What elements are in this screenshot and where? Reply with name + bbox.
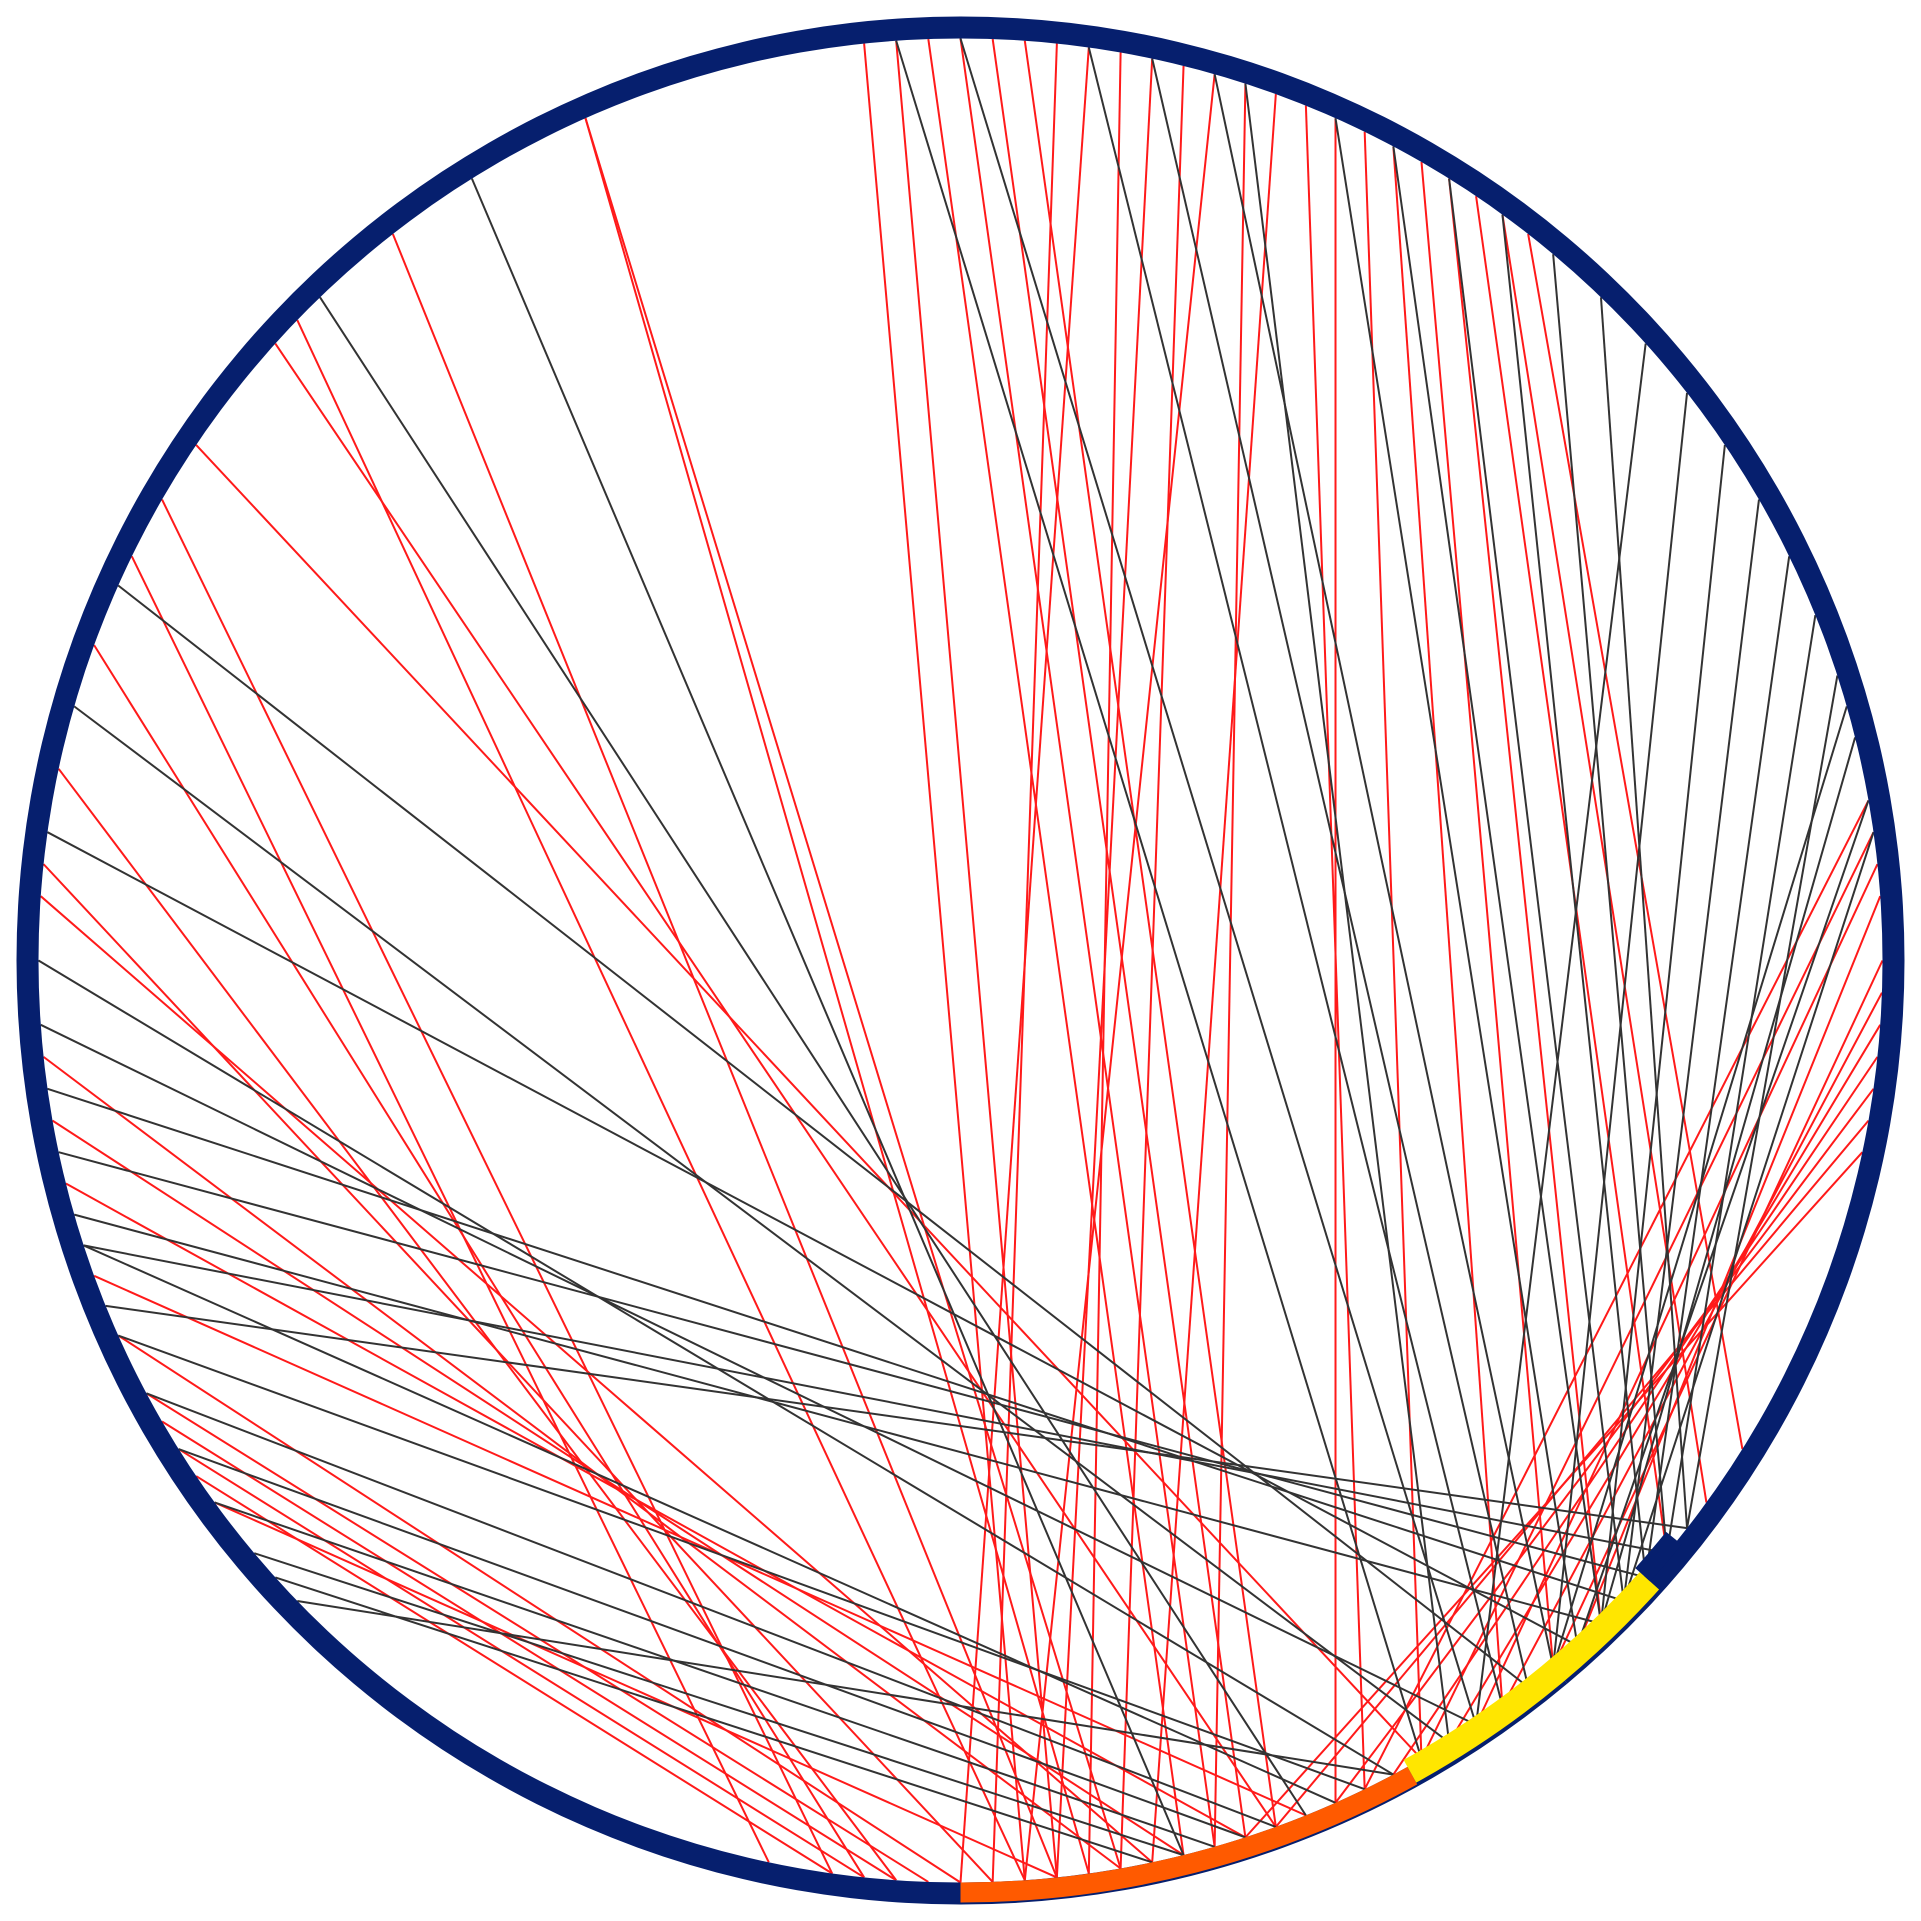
chord-dark — [146, 1392, 1277, 1828]
chord-dark — [1151, 58, 1530, 1688]
chord-red — [1023, 74, 1216, 1881]
chord-dark — [297, 1599, 1394, 1776]
chord-dark — [47, 1087, 1625, 1602]
chord-red — [42, 1056, 1122, 1870]
chord-dark — [1448, 178, 1625, 1602]
chord-dark — [1475, 343, 1647, 1725]
chord-red — [1527, 233, 1744, 1450]
chord-red — [274, 343, 1277, 1828]
chord-dark — [1665, 614, 1817, 1554]
chord-dark — [83, 1244, 1667, 1555]
chord-red — [991, 38, 1247, 1838]
ring-group — [16, 16, 1905, 1905]
chord-red — [161, 499, 834, 1874]
ring-segment-yellow — [1403, 1572, 1660, 1783]
chord-dark — [1576, 800, 1870, 1647]
chord-red — [93, 644, 865, 1878]
chord-red — [1392, 146, 1504, 1707]
chord-red — [863, 43, 1026, 1881]
chord-red — [1055, 58, 1154, 1878]
ring-segment-orange — [960, 1766, 1418, 1903]
chord-red — [1420, 161, 1555, 1667]
chord-red — [1448, 178, 1602, 1624]
chord-dark — [1244, 83, 1451, 1743]
chord-red — [195, 444, 1423, 1760]
chord-red — [296, 319, 1026, 1881]
chord-dark — [178, 1448, 1246, 1839]
chord-dark — [47, 831, 1578, 1647]
chord-dark — [83, 1244, 1336, 1804]
chord-red — [117, 1334, 962, 1884]
chord-dark — [1213, 74, 1555, 1668]
chord-red — [51, 1119, 1185, 1856]
chord-dark — [1622, 831, 1875, 1602]
chord-red — [1501, 992, 1883, 1707]
chord-red — [1392, 1056, 1879, 1776]
chord-red — [1363, 131, 1423, 1760]
chord-dark — [1392, 146, 1602, 1624]
chord-red — [214, 1501, 1058, 1879]
chord-red — [1475, 863, 1879, 1726]
chord-red — [57, 768, 897, 1881]
chord-red — [959, 38, 1216, 1847]
chord-dark — [1686, 675, 1839, 1529]
chord-dark — [105, 1304, 1688, 1530]
chord-red — [959, 47, 1090, 1883]
chord-dark — [1622, 499, 1760, 1602]
chord-red — [1213, 83, 1247, 1847]
chord-dark — [1600, 737, 1857, 1625]
chord-dark — [959, 38, 1478, 1726]
chord-dark — [214, 1501, 1215, 1848]
chord-dark — [1552, 706, 1848, 1668]
chord-dark — [1087, 47, 1504, 1707]
chord-red — [1501, 214, 1708, 1503]
chord-red — [1119, 65, 1185, 1869]
chord-red — [1151, 94, 1277, 1863]
chord-dark — [253, 1552, 1184, 1857]
chord-red — [65, 1182, 1246, 1839]
chord-red — [161, 1420, 897, 1882]
chord-dark — [117, 1334, 1366, 1791]
ring-segment-notch — [1635, 1531, 1682, 1582]
chord-group — [37, 38, 1884, 1884]
chord-dark — [117, 584, 1529, 1688]
chord-red — [40, 895, 1153, 1864]
chord-red — [1420, 831, 1875, 1760]
chord-dark — [1599, 444, 1726, 1624]
chord-red — [178, 1448, 865, 1879]
chord-dark — [1644, 556, 1791, 1578]
chord-dark — [1552, 392, 1689, 1667]
chord-red — [895, 40, 1058, 1878]
chord-dark — [1552, 254, 1668, 1554]
chord-dark — [1334, 118, 1579, 1646]
chord-red — [584, 117, 1090, 1874]
chord-dark — [58, 1151, 1646, 1579]
chord-dark — [275, 1576, 1153, 1864]
chord-red — [391, 233, 1058, 1878]
chord-dark — [73, 705, 1450, 1744]
chord-red — [1023, 40, 1277, 1828]
chord-dark — [73, 1213, 1602, 1625]
chord-red — [927, 38, 1185, 1856]
chord-red — [1448, 1024, 1882, 1743]
chord-red — [145, 1392, 929, 1883]
chord-red — [93, 1274, 1307, 1817]
chord-dark — [470, 178, 1185, 1856]
chord-dark — [40, 1023, 1477, 1726]
chord-dark — [895, 40, 1423, 1760]
chord-dark — [1599, 297, 1689, 1529]
chord-dark — [1501, 214, 1647, 1578]
chord-red — [42, 863, 994, 1883]
chord-red — [130, 555, 770, 1863]
